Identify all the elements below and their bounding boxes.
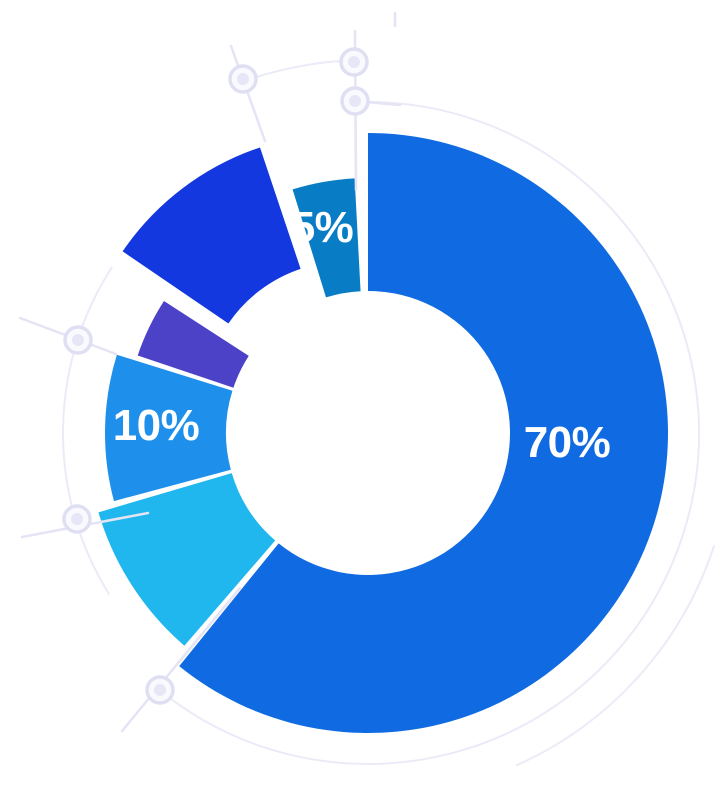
decor-node-5-dot: [71, 513, 83, 525]
pie-segment-purple: [137, 301, 249, 388]
decor-arc-bottom-right-outer: [515, 545, 716, 767]
pie-segment-five: [292, 178, 361, 298]
decor-line-node1-diag: [229, 44, 267, 143]
decor-node-3-dot: [349, 95, 361, 107]
decor-arc-main-ring: [156, 101, 700, 765]
pie-segment-main: [179, 132, 669, 733]
decor-node-1-dot: [237, 73, 249, 85]
slice-label-70: 70%: [523, 418, 611, 467]
slice-label-5: 5%: [290, 203, 354, 252]
slice-label-10: 10%: [112, 401, 200, 450]
decor-node-4-dot: [72, 334, 84, 346]
pie-segment-dark: [122, 147, 301, 324]
pie-segment-cyan: [98, 473, 276, 646]
pie-segment-ten: [105, 354, 233, 502]
decor-node-2-dot: [348, 56, 360, 68]
decor-line-bottom-diag: [120, 586, 242, 733]
decor-node-6-dot: [154, 684, 166, 696]
decor-arc-left: [62, 266, 114, 596]
